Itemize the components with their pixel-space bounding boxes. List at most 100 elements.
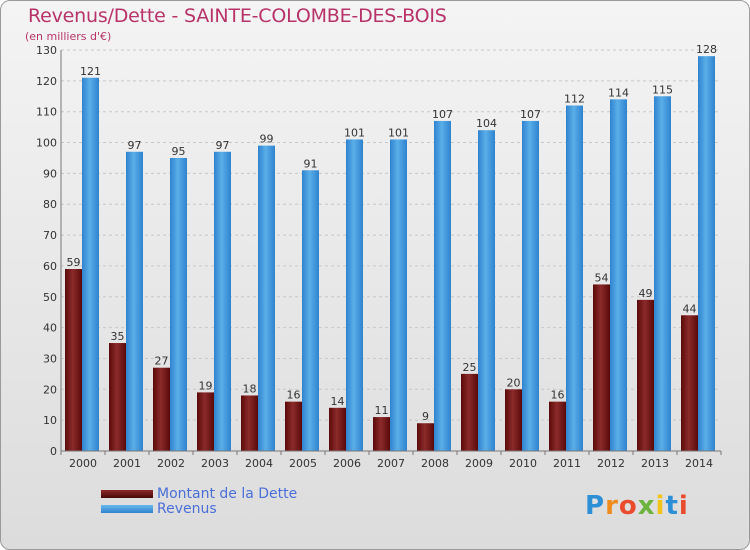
x-tick-label-2002: 2002 [157, 457, 185, 470]
y-tick-label: 20 [43, 383, 57, 396]
bar-revenus-2000 [82, 77, 99, 451]
y-tick-label: 10 [43, 414, 57, 427]
bar-dette-2010 [505, 389, 522, 451]
bar-dette-2007 [373, 417, 390, 451]
y-tick-label: 110 [36, 106, 57, 119]
y-tick-label: 60 [43, 260, 57, 273]
data-label-revenus-2007: 101 [388, 126, 409, 139]
chart-subtitle: (en milliers d'€) [25, 30, 112, 43]
bar-dette-2000 [65, 269, 82, 451]
data-label-revenus-2013: 115 [652, 83, 673, 96]
data-label-dette-2006: 14 [331, 395, 345, 408]
legend-swatch-revenus [101, 505, 153, 513]
data-label-revenus-2004: 99 [260, 133, 274, 146]
y-tick-label: 50 [43, 291, 57, 304]
data-label-dette-2009: 25 [463, 361, 477, 374]
data-label-dette-2013: 49 [639, 287, 653, 300]
data-label-revenus-2001: 97 [128, 139, 142, 152]
y-tick-label: 90 [43, 167, 57, 180]
bar-revenus-2011 [566, 105, 583, 452]
bar-revenus-2009 [478, 130, 495, 451]
x-tick-label-2009: 2009 [465, 457, 493, 470]
bar-dette-2011 [549, 401, 566, 451]
data-label-dette-2001: 35 [111, 330, 125, 343]
data-label-revenus-2002: 95 [172, 145, 186, 158]
x-tick-label-2012: 2012 [597, 457, 625, 470]
x-tick-label-2007: 2007 [377, 457, 405, 470]
data-label-dette-2005: 16 [287, 389, 301, 402]
data-label-dette-2003: 19 [199, 379, 213, 392]
bar-revenus-2014 [698, 56, 715, 452]
x-tick-label-2011: 2011 [553, 457, 581, 470]
bar-dette-2012 [593, 284, 610, 451]
x-tick-label-2010: 2010 [509, 457, 537, 470]
y-tick-label: 40 [43, 322, 57, 335]
bar-revenus-2002 [170, 157, 187, 451]
bar-dette-2008 [417, 423, 434, 451]
data-label-dette-2010: 20 [507, 376, 521, 389]
x-tick-label-2008: 2008 [421, 457, 449, 470]
bar-revenus-2007 [390, 139, 407, 451]
y-tick-label: 30 [43, 352, 57, 365]
bars [65, 56, 715, 452]
y-tick-label: 100 [36, 137, 57, 150]
bar-dette-2006 [329, 407, 346, 451]
data-label-dette-2000: 59 [67, 256, 81, 269]
bar-dette-2001 [109, 343, 126, 451]
data-label-dette-2008: 9 [422, 410, 429, 423]
bar-revenus-2012 [610, 99, 627, 451]
y-tick-label: 0 [50, 445, 57, 458]
bar-revenus-2013 [654, 96, 671, 452]
proxiti-logo: Proxiti [585, 491, 689, 521]
bar-dette-2009 [461, 373, 478, 451]
x-tick-label-2000: 2000 [69, 457, 97, 470]
data-label-dette-2004: 18 [243, 382, 257, 395]
x-tick-label-2013: 2013 [641, 457, 669, 470]
data-label-revenus-2005: 91 [304, 157, 318, 170]
legend-swatch-dette [101, 490, 153, 498]
data-label-revenus-2006: 101 [344, 126, 365, 139]
data-label-revenus-2010: 107 [520, 108, 541, 121]
bar-revenus-2010 [522, 120, 539, 451]
legend-label-revenus: Revenus [157, 501, 217, 517]
bar-dette-2002 [153, 367, 170, 451]
bar-revenus-2003 [214, 151, 231, 452]
data-label-revenus-2000: 121 [80, 65, 101, 78]
data-label-dette-2012: 54 [595, 271, 609, 284]
x-tick-label-2014: 2014 [685, 457, 713, 470]
data-label-revenus-2008: 107 [432, 108, 453, 121]
y-tick-label: 130 [36, 44, 57, 57]
data-label-revenus-2003: 97 [216, 139, 230, 152]
data-label-dette-2002: 27 [155, 355, 169, 368]
data-label-revenus-2011: 112 [564, 93, 585, 106]
bar-revenus-2008 [434, 120, 451, 451]
bar-dette-2013 [637, 299, 654, 451]
bar-revenus-2004 [258, 145, 275, 451]
x-tick-label-2006: 2006 [333, 457, 361, 470]
bar-dette-2005 [285, 401, 302, 451]
bar-dette-2004 [241, 395, 258, 451]
x-tick-label-2005: 2005 [289, 457, 317, 470]
data-label-revenus-2014: 128 [696, 43, 717, 56]
bar-revenus-2001 [126, 151, 143, 452]
x-tick-label-2003: 2003 [201, 457, 229, 470]
bar-revenus-2005 [302, 170, 319, 452]
y-tick-label: 80 [43, 198, 57, 211]
data-labels: 59 121 35 97 27 95 19 97 18 99 16 91 14 101 11 101 9 107 2… [67, 43, 718, 423]
legend-label-dette: Montant de la Dette [157, 486, 298, 502]
data-label-dette-2007: 11 [375, 404, 389, 417]
y-tick-label: 70 [43, 229, 57, 242]
data-label-revenus-2012: 114 [608, 86, 629, 99]
data-label-dette-2011: 16 [551, 389, 565, 402]
axes: 0 10 20 30 40 50 60 70 80 90 100 110 120 130 2000 2001 2… [36, 44, 722, 470]
x-tick-label-2004: 2004 [245, 457, 273, 470]
data-label-revenus-2009: 104 [476, 117, 497, 130]
bar-dette-2003 [197, 392, 214, 451]
data-label-dette-2014: 44 [683, 302, 697, 315]
bar-dette-2014 [681, 315, 698, 451]
bar-revenus-2006 [346, 139, 363, 451]
chart-title: Revenus/Dette - SAINTE-COLOMBE-DES-BOIS [28, 5, 447, 27]
x-tick-label-2001: 2001 [113, 457, 141, 470]
